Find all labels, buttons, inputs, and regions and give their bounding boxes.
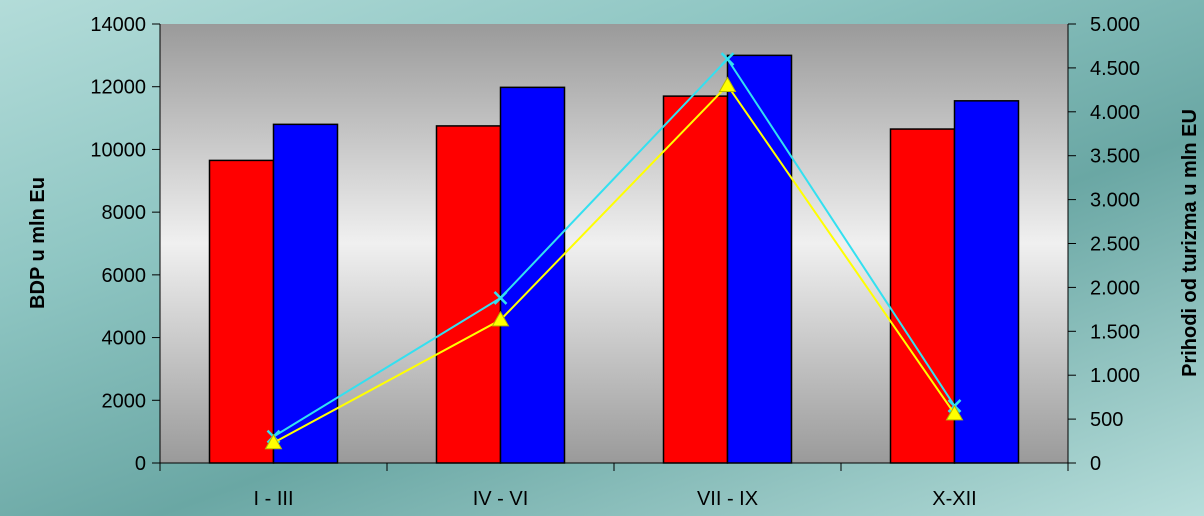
bar-series-2-3 <box>726 54 793 464</box>
ticks-layer: 0 2000 4000 6000 8000 10000 12000 14000 0 500 1.00… <box>90 14 1140 510</box>
y2-tick-label-4: 2.000 <box>1090 277 1140 299</box>
x-tick-label-1: I - III <box>254 488 294 510</box>
x-tick-label-3: VII - IX <box>697 488 758 510</box>
lines-layer <box>264 52 964 450</box>
line-series-2 <box>273 83 956 444</box>
y2-axis-title: Prihodi od turizma u mln EU <box>1179 109 1201 377</box>
line-series-1-marker-3 <box>720 52 735 67</box>
line-series-2-marker-4 <box>945 404 964 421</box>
y2-tick-label-7: 3.500 <box>1090 146 1140 168</box>
y-tick-label-7: 14000 <box>90 14 146 36</box>
x-tick-label-2: IV - VI <box>473 488 529 510</box>
bar-series-1-4 <box>889 128 956 464</box>
x-tick-label-4: X-XII <box>932 488 976 510</box>
line-series-1 <box>272 57 956 438</box>
bar-series-2-2 <box>499 86 566 464</box>
y2-tick-label-2: 1.000 <box>1090 365 1140 387</box>
y2-tick-label-3: 1.500 <box>1090 321 1140 343</box>
bar-series-2-4 <box>953 100 1020 464</box>
bar-series-2-1 <box>272 123 339 464</box>
y2-tick-label-0: 0 <box>1090 453 1101 475</box>
y2-tick-label-10: 5.000 <box>1090 14 1140 36</box>
y-tick-label-5: 10000 <box>90 139 146 161</box>
y2-tick-label-9: 4.500 <box>1090 58 1140 80</box>
y2-tick-label-8: 4.000 <box>1090 102 1140 124</box>
y-tick-label-0: 0 <box>135 453 146 475</box>
y-axis-title: BDP u mln Eu <box>27 177 49 309</box>
y2-tick-label-5: 2.500 <box>1090 234 1140 256</box>
line-series-2-marker-1 <box>264 433 283 450</box>
bars-layer <box>208 54 1020 464</box>
line-series-1-marker-2 <box>493 291 508 305</box>
y-tick-label-3: 6000 <box>102 265 147 287</box>
y-tick-label-6: 12000 <box>90 77 146 99</box>
bar-series-1-1 <box>208 159 275 464</box>
y-tick-label-4: 8000 <box>102 202 147 224</box>
bar-series-1-2 <box>435 125 502 464</box>
y2-tick-label-6: 3.000 <box>1090 190 1140 212</box>
y-tick-label-2: 4000 <box>102 328 147 350</box>
bar-series-1-3 <box>662 95 729 464</box>
y2-tick-label-1: 500 <box>1090 409 1123 431</box>
line-series-2-marker-3 <box>718 76 737 92</box>
y-tick-label-1: 2000 <box>102 390 147 412</box>
line-series-2-marker-2 <box>491 310 510 327</box>
